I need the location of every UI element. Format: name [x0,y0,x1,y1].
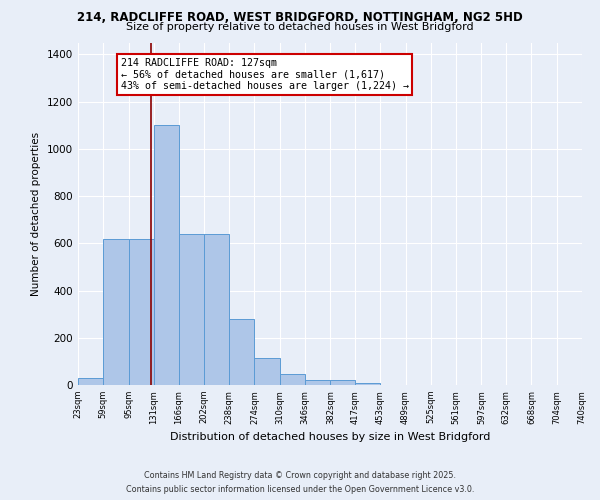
Bar [103,238,128,385]
Text: Contains HM Land Registry data © Crown copyright and database right 2025.
Contai: Contains HM Land Registry data © Crown c… [126,472,474,494]
Bar [179,234,204,385]
Text: 214, RADCLIFFE ROAD, WEST BRIDGFORD, NOTTINGHAM, NG2 5HD: 214, RADCLIFFE ROAD, WEST BRIDGFORD, NOT… [77,11,523,24]
Bar [229,319,254,385]
Bar [204,234,229,385]
Bar [78,378,103,385]
Text: Size of property relative to detached houses in West Bridgford: Size of property relative to detached ho… [126,22,474,32]
Bar [305,380,331,385]
Bar [280,374,305,385]
Bar [154,125,179,385]
Bar [355,382,380,385]
Bar [331,380,355,385]
X-axis label: Distribution of detached houses by size in West Bridgford: Distribution of detached houses by size … [170,432,490,442]
Y-axis label: Number of detached properties: Number of detached properties [31,132,41,296]
Bar [128,238,154,385]
Text: 214 RADCLIFFE ROAD: 127sqm
← 56% of detached houses are smaller (1,617)
43% of s: 214 RADCLIFFE ROAD: 127sqm ← 56% of deta… [121,58,409,91]
Bar [254,358,280,385]
